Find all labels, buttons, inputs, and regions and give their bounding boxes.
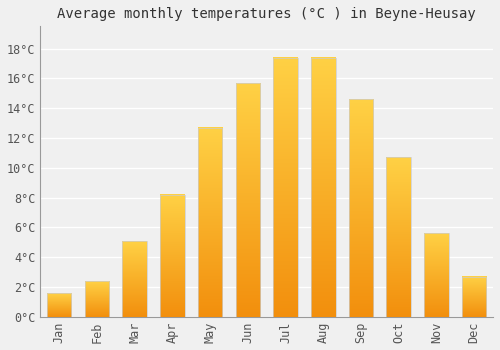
Bar xyxy=(274,57,298,317)
Title: Average monthly temperatures (°C ) in Beyne-Heusay: Average monthly temperatures (°C ) in Be… xyxy=(58,7,476,21)
Bar xyxy=(236,83,260,317)
Bar xyxy=(47,293,72,317)
Bar xyxy=(198,128,222,317)
Bar xyxy=(84,281,109,317)
Bar xyxy=(311,57,336,317)
Bar xyxy=(348,99,374,317)
Bar xyxy=(160,195,184,317)
Bar xyxy=(462,276,486,317)
Bar xyxy=(122,241,147,317)
Bar xyxy=(424,233,448,317)
Bar xyxy=(386,158,411,317)
